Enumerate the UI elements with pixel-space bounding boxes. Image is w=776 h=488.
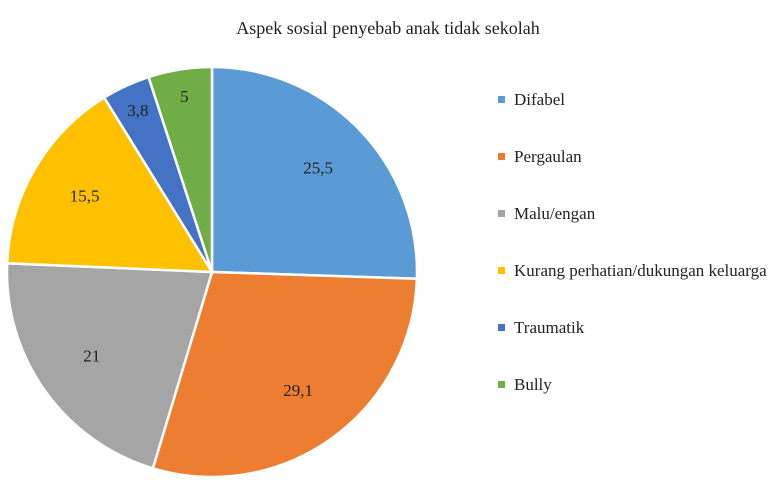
chart-title: Aspek sosial penyebab anak tidak sekolah — [236, 18, 539, 38]
legend: Difabel Pergaulan Malu/engan Kurang perhati… — [498, 88, 768, 430]
legend-item: Pergaulan — [498, 145, 768, 168]
data-label: 29,1 — [283, 381, 313, 400]
legend-swatch — [498, 267, 505, 274]
legend-swatch — [498, 153, 505, 160]
data-label: 3,8 — [127, 101, 148, 120]
pie-slice — [5, 261, 214, 470]
legend-label: Kurang perhatian/dukungan keluarga — [514, 261, 767, 280]
pie-slice — [151, 270, 419, 479]
legend-item: Bully — [498, 373, 768, 396]
data-label: 21 — [83, 346, 100, 365]
legend-item: Difabel — [498, 88, 768, 111]
data-label: 15,5 — [70, 186, 100, 205]
legend-swatch — [498, 96, 505, 103]
legend-item: Traumatik — [498, 316, 768, 339]
legend-swatch — [498, 381, 505, 388]
pie-slice — [5, 95, 215, 274]
legend-label: Difabel — [514, 90, 565, 109]
data-label: 5 — [180, 87, 189, 106]
data-label: 25,5 — [303, 158, 333, 177]
legend-item: Malu/engan — [498, 202, 768, 225]
legend-swatch — [498, 210, 505, 217]
legend-label: Traumatik — [514, 318, 585, 337]
legend-label: Malu/engan — [514, 204, 596, 223]
legend-swatch — [498, 324, 505, 331]
legend-label: Pergaulan — [514, 147, 582, 166]
pie-slice — [147, 65, 214, 273]
legend-label: Bully — [514, 375, 552, 394]
pie-slice — [210, 65, 419, 281]
legend-item: Kurang perhatian/dukungan keluarga — [498, 259, 768, 282]
